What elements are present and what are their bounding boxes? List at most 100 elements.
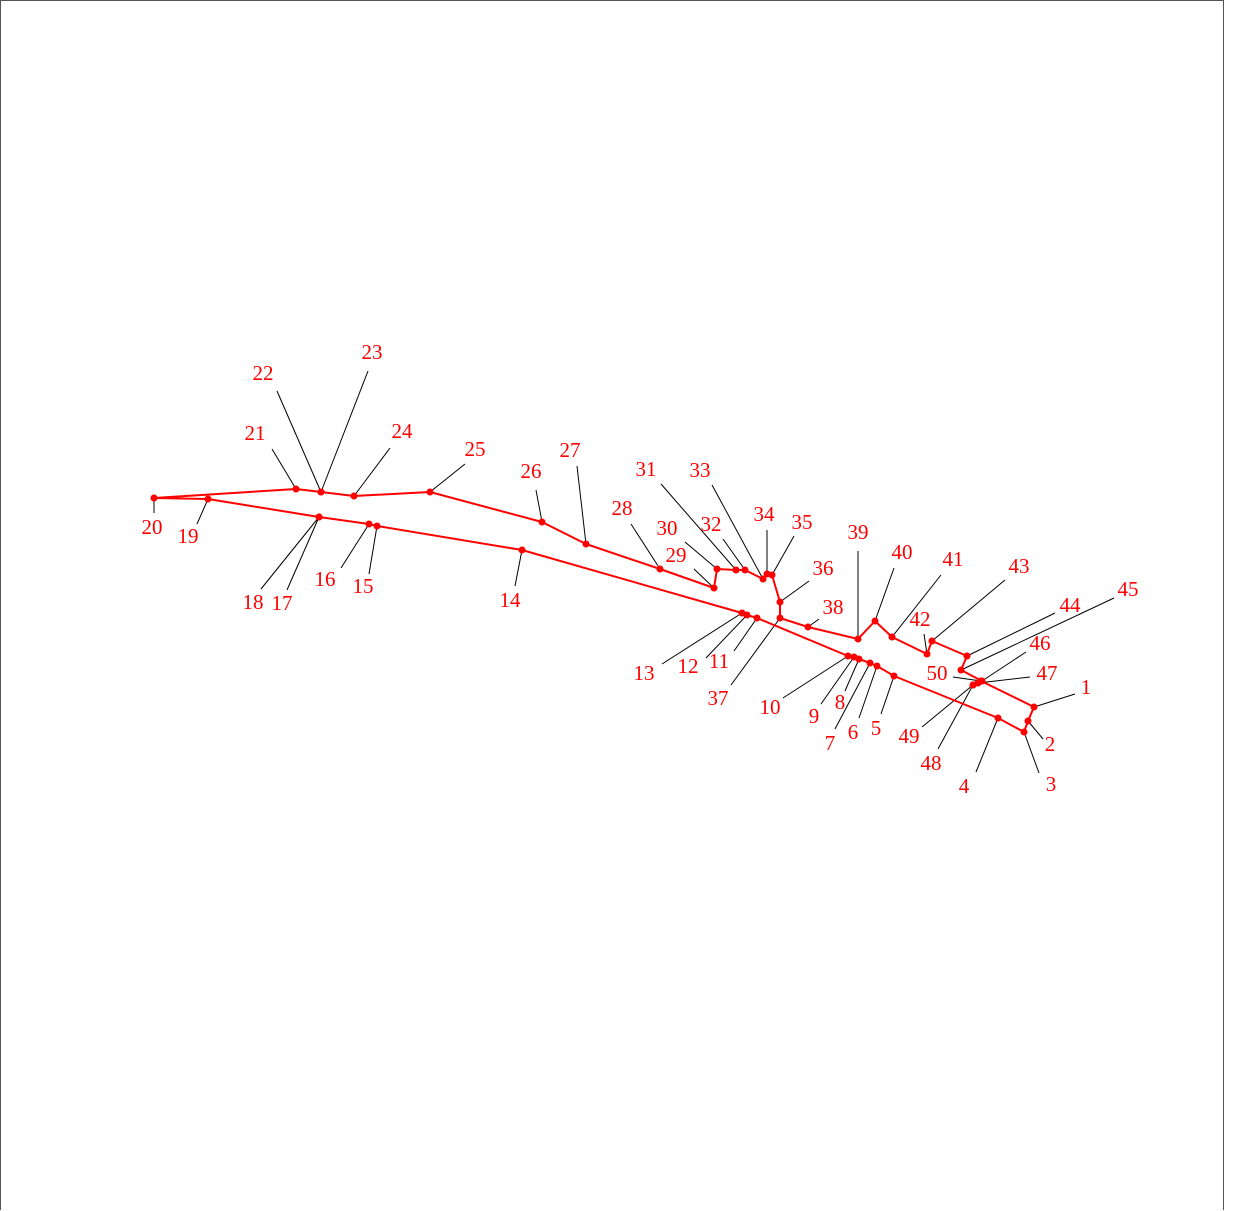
vertex-label-22: 22 bbox=[253, 361, 274, 385]
vertex-label-26: 26 bbox=[521, 459, 542, 483]
vertex-label-42: 42 bbox=[910, 607, 931, 631]
vertex-label-15: 15 bbox=[353, 574, 374, 598]
vertex-label-8: 8 bbox=[835, 690, 846, 714]
vertex-marker-4 bbox=[994, 714, 1002, 722]
vertex-label-13: 13 bbox=[634, 661, 655, 685]
vertex-label-40: 40 bbox=[892, 540, 913, 564]
leader-line-14 bbox=[514, 549, 523, 587]
vertex-label-30: 30 bbox=[657, 516, 678, 540]
vertex-label-38: 38 bbox=[823, 595, 844, 619]
vertex-marker-27 bbox=[582, 540, 590, 548]
vertex-label-43: 43 bbox=[1009, 554, 1030, 578]
leader-line-10 bbox=[782, 655, 849, 699]
leader-line-26 bbox=[535, 489, 543, 523]
vertex-label-11: 11 bbox=[709, 649, 729, 673]
vertex-marker-38 bbox=[804, 623, 812, 631]
vertex-label-36: 36 bbox=[813, 556, 834, 580]
vertex-marker-5 bbox=[890, 672, 898, 680]
vertex-marker-24 bbox=[350, 492, 358, 500]
vertex-marker-15 bbox=[373, 522, 381, 530]
leader-line-16 bbox=[340, 523, 370, 569]
vertex-marker-11 bbox=[753, 614, 761, 622]
leader-line-47 bbox=[977, 676, 1031, 684]
leader-line-11 bbox=[733, 617, 758, 652]
vertex-label-46: 46 bbox=[1030, 631, 1051, 655]
vertex-marker-16 bbox=[365, 520, 373, 528]
vertex-label-33: 33 bbox=[690, 458, 711, 482]
vertex-marker-37 bbox=[776, 614, 784, 622]
vertex-label-48: 48 bbox=[921, 751, 942, 775]
leader-line-40 bbox=[874, 567, 895, 622]
leader-line-22 bbox=[276, 390, 322, 493]
vertex-label-20: 20 bbox=[142, 515, 163, 539]
vertex-marker-13 bbox=[738, 609, 746, 617]
leader-line-25 bbox=[429, 463, 466, 493]
vertex-label-25: 25 bbox=[465, 437, 486, 461]
vertex-label-49: 49 bbox=[899, 724, 920, 748]
vertex-label-28: 28 bbox=[612, 496, 633, 520]
leader-line-49 bbox=[921, 684, 974, 728]
vertex-marker-19 bbox=[204, 495, 212, 503]
vertex-label-3: 3 bbox=[1046, 772, 1057, 796]
vertex-label-14: 14 bbox=[500, 588, 522, 612]
vertex-marker-26 bbox=[538, 518, 546, 526]
leader-line-44 bbox=[966, 612, 1056, 657]
vertex-marker-41 bbox=[888, 633, 896, 641]
leader-line-32 bbox=[722, 538, 746, 571]
vertex-marker-45 bbox=[957, 666, 965, 674]
vertex-marker-31 bbox=[732, 566, 740, 574]
vertex-marker-25 bbox=[426, 488, 434, 496]
vertex-marker-23 bbox=[317, 488, 325, 496]
vertex-marker-14 bbox=[518, 546, 526, 554]
vertex-label-23: 23 bbox=[362, 340, 383, 364]
leader-line-29 bbox=[693, 568, 715, 589]
leader-line-43 bbox=[931, 579, 1006, 642]
vertex-label-21: 21 bbox=[245, 421, 266, 445]
leader-line-12 bbox=[705, 614, 748, 659]
leader-line-35 bbox=[771, 535, 795, 576]
leader-line-48 bbox=[937, 684, 974, 750]
vertex-label-7: 7 bbox=[825, 731, 836, 755]
leader-line-23 bbox=[320, 370, 369, 493]
vertex-label-9: 9 bbox=[809, 704, 820, 728]
vertex-marker-28 bbox=[656, 565, 664, 573]
vertex-label-5: 5 bbox=[871, 716, 882, 740]
vertex-marker-6 bbox=[873, 662, 881, 670]
leader-line-2 bbox=[1027, 720, 1044, 740]
leader-line-8 bbox=[844, 658, 860, 692]
vertex-marker-40 bbox=[871, 617, 879, 625]
vertex-label-50: 50 bbox=[927, 661, 948, 685]
vertex-marker-39 bbox=[854, 635, 862, 643]
vertex-label-4: 4 bbox=[959, 774, 970, 798]
vertex-label-35: 35 bbox=[792, 510, 813, 534]
vertex-label-34: 34 bbox=[754, 502, 776, 526]
vertex-marker-7 bbox=[866, 659, 874, 667]
vertex-labels: 1234567891011121314151617181920212223242… bbox=[142, 340, 1139, 798]
vertex-label-24: 24 bbox=[392, 419, 414, 443]
vertex-label-12: 12 bbox=[678, 654, 699, 678]
vertex-marker-1 bbox=[1030, 703, 1038, 711]
vertex-label-2: 2 bbox=[1045, 732, 1056, 756]
vertex-marker-33 bbox=[759, 575, 767, 583]
leader-line-28 bbox=[630, 523, 661, 570]
vertex-label-19: 19 bbox=[178, 524, 199, 548]
leader-line-30 bbox=[684, 541, 718, 570]
vertex-label-37: 37 bbox=[708, 686, 729, 710]
leader-line-45 bbox=[960, 597, 1115, 671]
vertex-label-17: 17 bbox=[272, 591, 293, 615]
vertex-label-27: 27 bbox=[560, 438, 581, 462]
leader-line-6 bbox=[858, 665, 878, 719]
leader-line-36 bbox=[779, 580, 810, 603]
vertex-label-18: 18 bbox=[243, 590, 264, 614]
vertex-label-44: 44 bbox=[1060, 593, 1082, 617]
vertex-marker-2 bbox=[1024, 717, 1032, 725]
leader-line-33 bbox=[711, 484, 764, 580]
vertex-marker-42 bbox=[923, 650, 931, 658]
vertex-marker-18 bbox=[315, 513, 323, 521]
leader-line-21 bbox=[271, 448, 297, 490]
vertex-marker-20 bbox=[150, 494, 158, 502]
leader-line-5 bbox=[880, 675, 895, 715]
vertex-label-31: 31 bbox=[636, 457, 657, 481]
